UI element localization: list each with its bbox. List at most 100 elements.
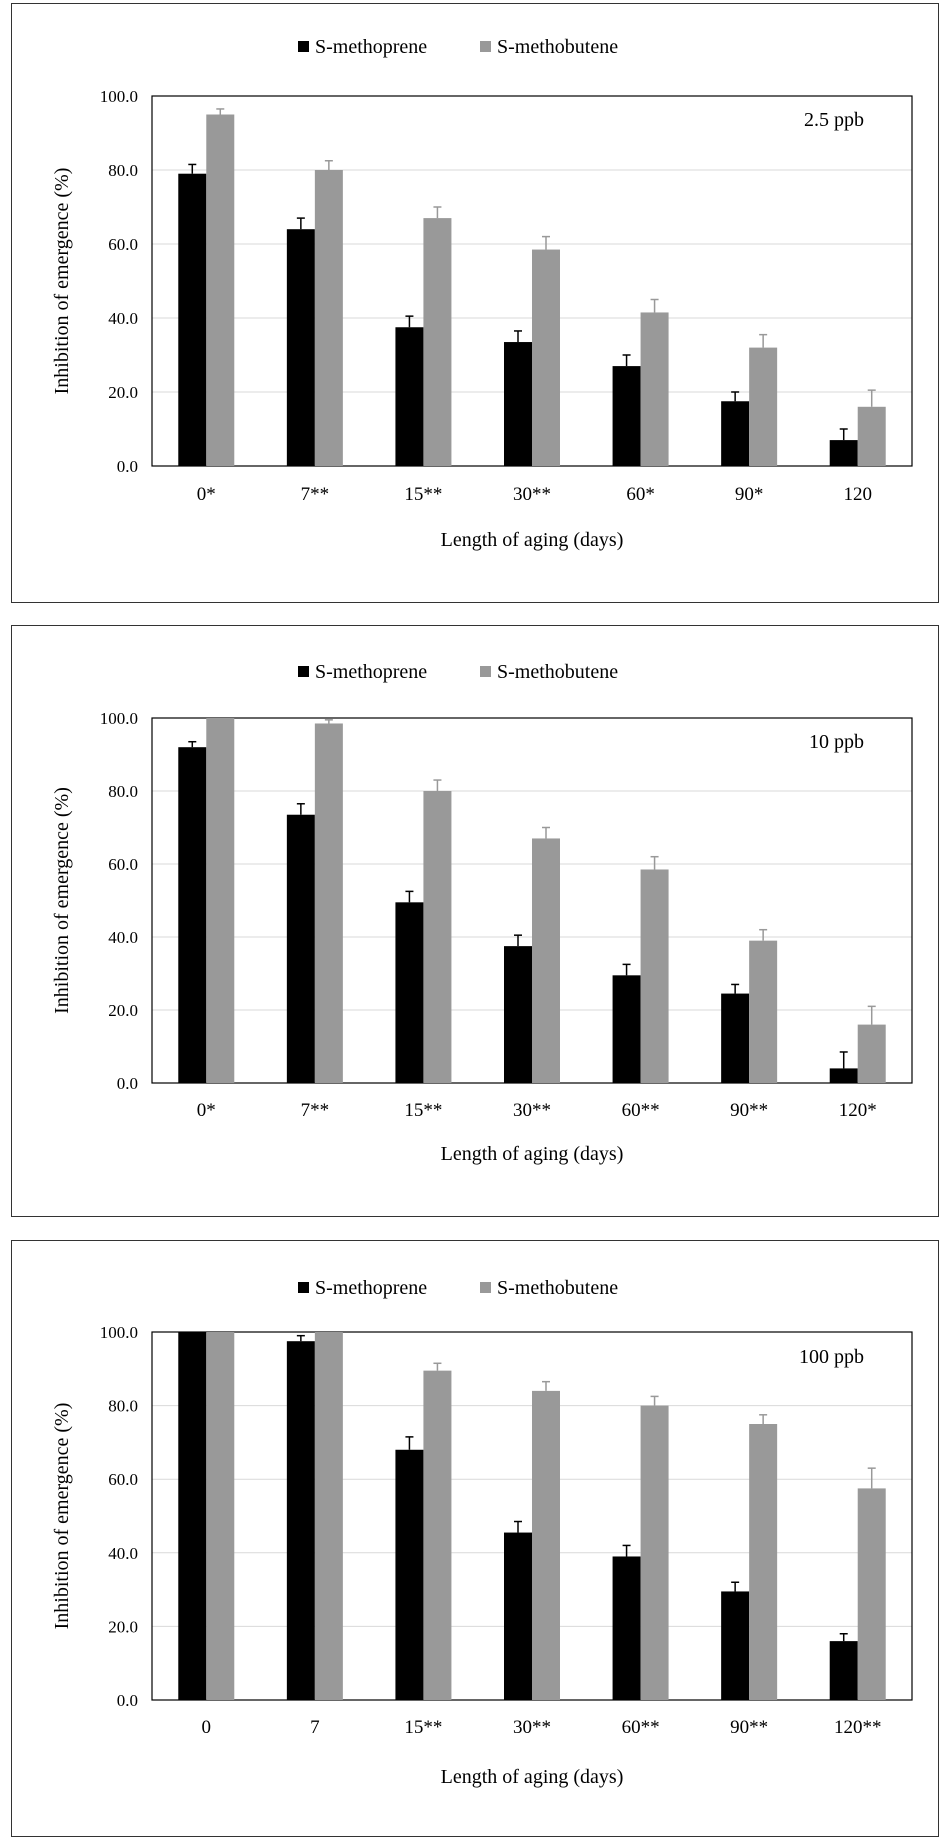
y-tick-label: 20.0 xyxy=(108,1617,138,1636)
x-tick-label: 60* xyxy=(626,484,655,505)
bar-s-methoprene xyxy=(829,1068,858,1083)
y-tick-label: 60.0 xyxy=(108,235,138,254)
bar-s-methobutene xyxy=(206,114,235,466)
bar-s-methobutene xyxy=(640,1405,669,1700)
bar-s-methoprene xyxy=(721,401,750,466)
chart-svg: 0.0 20.0 40.0 60.0 80.0 100.0 0* 7** 15** 30** 60*… xyxy=(51,36,913,551)
y-axis-label: Inhibition of emergence (%) xyxy=(51,787,73,1014)
x-tick-label: 30** xyxy=(513,1100,551,1121)
chart-svg: 0.0 20.0 40.0 60.0 80.0 100.0 0* 7** 15** 30** 60*… xyxy=(51,661,913,1165)
legend-swatch-s-methobutene xyxy=(480,666,491,677)
y-tick-label: 100.0 xyxy=(100,709,138,728)
y-axis-label: Inhibition of emergence (%) xyxy=(51,168,73,395)
x-axis-label: Length of aging (days) xyxy=(441,1766,624,1788)
legend-swatch-s-methoprene xyxy=(298,41,309,52)
bar-s-methoprene xyxy=(721,993,750,1083)
x-tick-label: 15** xyxy=(404,1717,442,1738)
x-tick-label: 7** xyxy=(301,484,330,505)
x-tick-label: 60** xyxy=(622,1100,660,1121)
x-tick-label: 120* xyxy=(839,1100,877,1121)
bar-s-methoprene xyxy=(612,975,641,1083)
concentration-annotation: 2.5 ppb xyxy=(804,109,864,131)
bar-s-methoprene xyxy=(504,342,532,466)
bar-s-methobutene xyxy=(857,1024,886,1083)
x-tick-label: 7 xyxy=(310,1717,320,1738)
bar-s-methobutene xyxy=(640,869,669,1083)
x-tick-label: 7** xyxy=(301,1100,330,1121)
legend-swatch-s-methoprene xyxy=(298,1282,309,1293)
x-axis-label: Length of aging (days) xyxy=(441,1143,624,1165)
bar-s-methoprene xyxy=(612,366,641,466)
x-tick-label: 0 xyxy=(202,1717,212,1738)
concentration-annotation: 100 ppb xyxy=(799,1346,864,1368)
bar-s-methobutene xyxy=(206,718,235,1083)
bar-s-methoprene xyxy=(178,1332,207,1700)
x-tick-label: 90** xyxy=(730,1717,768,1738)
bar-s-methoprene xyxy=(178,173,207,466)
legend-swatch-s-methoprene xyxy=(298,666,309,677)
x-tick-label: 60** xyxy=(622,1717,660,1738)
y-tick-label: 60.0 xyxy=(108,855,138,874)
bar-s-methoprene xyxy=(829,1641,858,1700)
bar-s-methobutene xyxy=(857,406,886,466)
legend-label-s-methobutene: S-methobutene xyxy=(497,36,618,58)
legend-label-s-methobutene: S-methobutene xyxy=(497,661,618,683)
legend-label-s-methobutene: S-methobutene xyxy=(497,1277,618,1299)
bar-s-methoprene xyxy=(504,1532,532,1700)
bar-s-methobutene xyxy=(532,1390,560,1700)
x-tick-label: 0* xyxy=(197,484,216,505)
bar-s-methoprene xyxy=(286,229,315,466)
x-tick-label: 120** xyxy=(834,1717,882,1738)
y-tick-label: 0.0 xyxy=(117,457,138,476)
x-tick-label: 30** xyxy=(513,1717,551,1738)
bar-s-methobutene xyxy=(532,249,560,466)
y-tick-label: 100.0 xyxy=(100,1323,138,1342)
y-tick-label: 40.0 xyxy=(108,1544,138,1563)
x-axis-label: Length of aging (days) xyxy=(441,529,624,551)
bar-s-methoprene xyxy=(395,1449,424,1700)
bar-s-methobutene xyxy=(314,170,343,466)
legend-swatch-s-methobutene xyxy=(480,1282,491,1293)
y-tick-label: 20.0 xyxy=(108,1001,138,1020)
bar-s-methoprene xyxy=(829,440,858,466)
y-tick-label: 20.0 xyxy=(108,383,138,402)
chart-panel-10-ppb: 0.0 20.0 40.0 60.0 80.0 100.0 0* 7** 15** 30** 60*… xyxy=(11,625,939,1217)
bar-s-methobutene xyxy=(749,940,778,1083)
y-tick-label: 80.0 xyxy=(108,782,138,801)
bar-s-methoprene xyxy=(504,946,532,1083)
y-tick-label: 0.0 xyxy=(117,1074,138,1093)
legend-label-s-methoprene: S-methoprene xyxy=(315,36,427,58)
bar-s-methobutene xyxy=(423,218,452,466)
x-tick-label: 90* xyxy=(735,484,764,505)
chart-svg: 0.0 20.0 40.0 60.0 80.0 100.0 0 7 15** 30** 60** 90… xyxy=(51,1277,913,1788)
bar-s-methobutene xyxy=(532,838,560,1083)
y-tick-label: 0.0 xyxy=(117,1691,138,1710)
bar-s-methobutene xyxy=(749,347,778,466)
bar-s-methobutene xyxy=(640,312,669,466)
bar-s-methoprene xyxy=(721,1591,750,1700)
bar-s-methobutene xyxy=(857,1488,886,1700)
legend-swatch-s-methobutene xyxy=(480,41,491,52)
x-tick-label: 15** xyxy=(404,484,442,505)
bar-s-methoprene xyxy=(612,1556,641,1700)
bar-s-methoprene xyxy=(395,327,424,466)
y-tick-label: 40.0 xyxy=(108,928,138,947)
bar-s-methoprene xyxy=(286,814,315,1083)
x-tick-label: 0* xyxy=(197,1100,216,1121)
bar-s-methobutene xyxy=(314,723,343,1083)
bar-s-methoprene xyxy=(286,1341,315,1700)
chart-panel-2-5-ppb: 0.0 20.0 40.0 60.0 80.0 100.0 0* 7** 15** 30** 60*… xyxy=(11,3,939,603)
legend-label-s-methoprene: S-methoprene xyxy=(315,661,427,683)
chart-panel-100-ppb: 0.0 20.0 40.0 60.0 80.0 100.0 0 7 15** 30** 60** 90… xyxy=(11,1240,939,1837)
y-tick-label: 60.0 xyxy=(108,1470,138,1489)
y-tick-label: 40.0 xyxy=(108,309,138,328)
bar-s-methobutene xyxy=(423,791,452,1083)
x-tick-label: 120 xyxy=(843,484,872,505)
bar-s-methobutene xyxy=(423,1370,452,1700)
x-tick-label: 30** xyxy=(513,484,551,505)
y-tick-label: 80.0 xyxy=(108,161,138,180)
y-tick-label: 100.0 xyxy=(100,87,138,106)
bar-s-methobutene xyxy=(314,1332,343,1700)
legend-label-s-methoprene: S-methoprene xyxy=(315,1277,427,1299)
bar-s-methobutene xyxy=(749,1424,778,1700)
